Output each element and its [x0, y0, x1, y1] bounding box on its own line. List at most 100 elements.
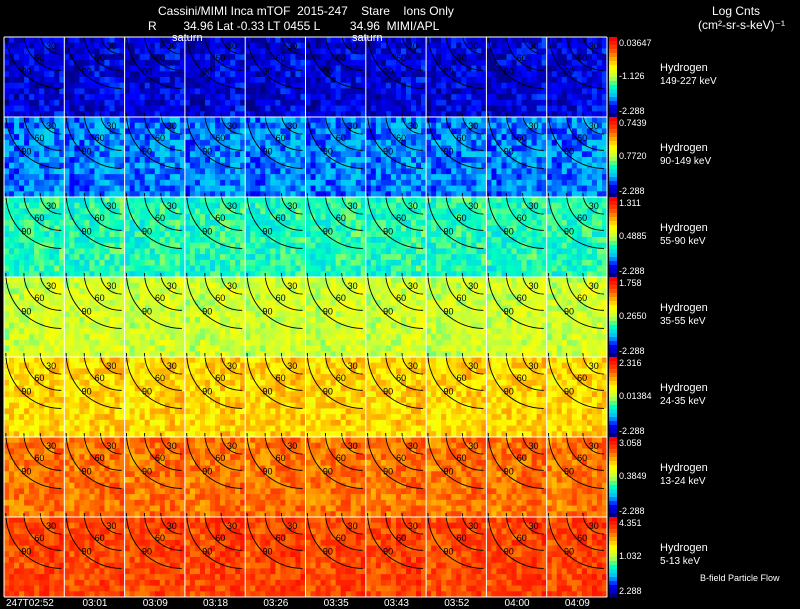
contour-arc — [548, 192, 604, 249]
contour-label: 30 — [528, 441, 538, 451]
colorbar-label: 0.3849 — [619, 471, 647, 481]
contour-label: 30 — [287, 201, 297, 211]
contour-arc — [522, 272, 544, 295]
contour-arc — [204, 432, 243, 471]
colorbar-7 — [609, 517, 617, 598]
contour-label: 90 — [142, 307, 152, 317]
contour-arc — [280, 192, 303, 215]
contour-arc — [385, 32, 424, 71]
contour-label: 60 — [276, 133, 286, 143]
contour-label: 60 — [34, 293, 44, 303]
contour-label: 30 — [106, 121, 116, 131]
contour-label: 60 — [215, 293, 225, 303]
contour-arc — [65, 352, 122, 409]
contour-arc — [522, 432, 544, 455]
contour-label: 60 — [215, 453, 225, 463]
contour-label: 90 — [383, 147, 393, 157]
contour-arc — [246, 32, 303, 89]
contour-label: 30 — [167, 521, 177, 531]
contour-arc — [220, 112, 243, 135]
contour-label: 60 — [456, 53, 466, 63]
contour-label: 90 — [263, 307, 273, 317]
contour-arc — [246, 512, 303, 569]
contour-label: 60 — [577, 213, 587, 223]
contour-label: 90 — [82, 387, 92, 397]
contour-arc — [401, 432, 424, 455]
colorbar-label: -2.288 — [619, 506, 645, 516]
contour-label: 30 — [528, 281, 538, 291]
contour-label: 60 — [396, 533, 406, 543]
colorbar-5 — [609, 357, 617, 438]
contour-label: 60 — [396, 133, 406, 143]
contour-label: 60 — [517, 133, 527, 143]
contour-label: 30 — [46, 361, 56, 371]
contour-arc — [505, 432, 544, 471]
contour-arc — [39, 272, 62, 295]
heatmap-row-2 — [4, 117, 608, 198]
contour-label: 30 — [408, 281, 418, 291]
contour-arc — [204, 32, 243, 71]
colorbar-label: 3.058 — [619, 438, 642, 448]
contour-label: 90 — [504, 547, 514, 557]
contour-label: 60 — [336, 533, 346, 543]
contour-label: 90 — [263, 547, 273, 557]
contour-arc — [461, 112, 484, 135]
colorbar-label: 0.01384 — [619, 391, 652, 401]
contour-label: 90 — [202, 547, 212, 557]
contour-arc — [445, 192, 484, 231]
contour-label: 60 — [396, 53, 406, 63]
contour-arc — [461, 512, 484, 535]
contour-arc — [125, 32, 182, 89]
contour-arc — [385, 512, 424, 551]
contour-arc — [220, 192, 243, 215]
contour-label: 90 — [564, 67, 574, 77]
contour-arc — [186, 352, 243, 409]
contour-label: 90 — [202, 67, 212, 77]
contour-label: 60 — [95, 293, 105, 303]
contour-arc — [487, 512, 544, 569]
contour-label: 90 — [142, 227, 152, 237]
contour-arc — [204, 512, 243, 551]
contour-label: 60 — [577, 373, 587, 383]
contour-arc — [264, 112, 303, 151]
contour-label: 30 — [106, 41, 116, 51]
colorbar-3 — [609, 197, 617, 278]
contour-label: 60 — [215, 533, 225, 543]
contour-arc — [487, 112, 544, 169]
contour-label: 60 — [456, 293, 466, 303]
contour-arc — [23, 432, 62, 471]
contour-label: 30 — [167, 361, 177, 371]
contour-label: 30 — [106, 281, 116, 291]
species-name: Hydrogen — [660, 462, 708, 474]
contour-arc — [186, 432, 243, 489]
contour-arc — [461, 272, 484, 295]
contour-arc — [186, 512, 243, 569]
contour-arc — [5, 512, 62, 569]
contour-arc — [522, 352, 544, 375]
contour-label: 60 — [517, 213, 527, 223]
contour-arc — [83, 512, 122, 551]
contour-arc — [220, 272, 243, 295]
contour-arc — [548, 512, 604, 569]
contour-arc — [341, 192, 363, 215]
energy-range: 24-35 keV — [660, 396, 706, 407]
contour-arc — [522, 512, 544, 535]
contour-label: 90 — [504, 467, 514, 477]
contour-arc — [39, 192, 62, 215]
contour-arc — [505, 112, 544, 151]
energy-range: 35-55 keV — [660, 316, 706, 327]
contour-arc — [100, 352, 122, 375]
contour-label: 30 — [468, 361, 478, 371]
contour-arc — [160, 432, 182, 455]
contour-arc — [264, 432, 303, 471]
contour-label: 30 — [348, 441, 358, 451]
saturn-label-left: saturn — [172, 32, 203, 44]
contour-arc — [280, 512, 303, 535]
contour-label: 30 — [589, 521, 599, 531]
contour-label: 30 — [348, 121, 358, 131]
contour-label: 90 — [202, 307, 212, 317]
contour-label: 60 — [95, 533, 105, 543]
contour-label: 60 — [456, 533, 466, 543]
contour-arc — [264, 192, 303, 231]
contour-label: 90 — [383, 67, 393, 77]
